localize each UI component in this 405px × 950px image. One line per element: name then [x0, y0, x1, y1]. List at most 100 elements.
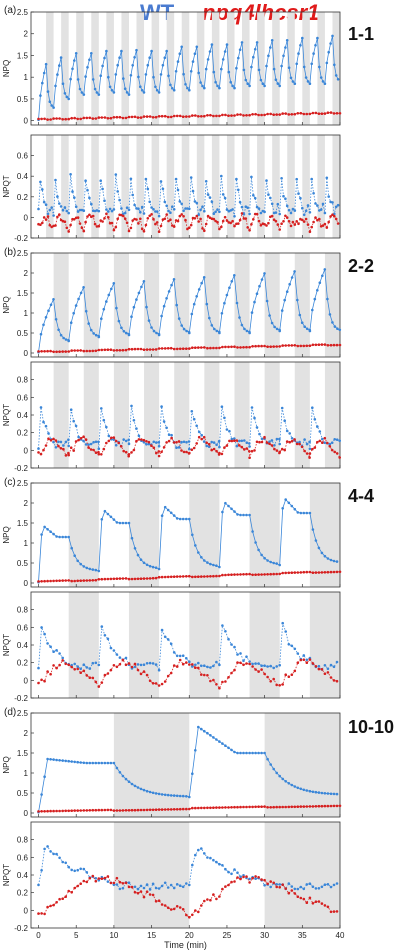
npqt-mutant-point [73, 218, 76, 221]
npq-wt-point [293, 507, 297, 511]
npqt-wt-point [221, 624, 224, 627]
npq-wt-point [130, 782, 134, 786]
npqt-mutant-point [225, 219, 229, 222]
npqt-wt-point [296, 652, 300, 655]
npq-mutant-point [145, 115, 149, 118]
npqt-mutant-point [263, 223, 266, 226]
npq-mutant-point [260, 573, 263, 576]
npqt-mutant-point [155, 451, 158, 455]
npq-wt-point [267, 54, 270, 58]
y-tick-label: 0.6 [17, 152, 29, 161]
npqt-wt-point [282, 194, 285, 198]
npq-wt-point [270, 321, 274, 325]
y-tick-label: 1.5 [17, 51, 29, 60]
y-tick-label: 0.6 [17, 623, 29, 632]
npq-wt-point [205, 302, 209, 306]
npqt-mutant-point [82, 669, 86, 673]
npq-mutant-point [191, 575, 194, 579]
npqt-mutant-point [63, 220, 67, 223]
npq-wt-point [105, 300, 108, 303]
npq-wt-point [243, 327, 246, 331]
dark-period-band [106, 135, 114, 238]
npqt-mutant-point [145, 673, 149, 677]
npq-mutant-point [88, 349, 92, 353]
npqt-mutant-point [115, 876, 119, 880]
npqt-wt-point [181, 885, 185, 889]
npq-mutant-point [76, 117, 79, 121]
npq-wt-point [284, 780, 288, 783]
npq-mutant-point [169, 346, 173, 350]
npqt-wt-point [64, 440, 68, 444]
npq-wt-point [103, 56, 106, 60]
npqt-wt-point [245, 655, 248, 658]
npqt-wt-point [100, 625, 104, 628]
npqt-wt-point [323, 664, 327, 667]
npq-wt-point [278, 774, 282, 778]
npq-wt-point [100, 518, 104, 521]
npq-mutant-point [106, 117, 110, 120]
npq-wt-point [136, 553, 140, 557]
npq-mutant-point [263, 805, 266, 808]
npqt-wt-point [287, 882, 291, 885]
npqt-mutant-point [220, 452, 224, 456]
npqt-mutant-point [318, 217, 321, 221]
y-tick-label: -0.2 [14, 464, 28, 473]
npq-mutant-point [197, 806, 200, 810]
npqt-mutant-point [178, 906, 182, 909]
npqt-mutant-point [284, 214, 287, 218]
y-tick-label: 0.5 [17, 329, 29, 338]
npq-mutant-point [326, 804, 330, 808]
npqt-wt-point [174, 177, 178, 181]
npq-mutant-point [127, 577, 131, 581]
npq-wt-point [142, 561, 146, 565]
npqt-mutant-point [230, 671, 233, 675]
npqt-wt-point [202, 440, 206, 443]
npqt-wt-point [78, 208, 82, 212]
npqt-wt-point [97, 440, 100, 444]
npq-wt-point [194, 749, 197, 752]
npq-wt-point [274, 78, 278, 81]
npqt-wt-point [243, 439, 246, 442]
npq-mutant-point [269, 112, 273, 116]
npq-wt-point [67, 339, 70, 343]
npq-wt-point [210, 43, 214, 46]
npq-mutant-point [130, 347, 134, 351]
npqt-mutant-point [131, 219, 134, 222]
npqt-wt-point [240, 205, 244, 209]
npq-wt-point [108, 85, 112, 89]
npqt-mutant-point [206, 898, 209, 901]
npqt-mutant-point [61, 897, 64, 900]
npqt-wt-point [212, 858, 215, 862]
npq-mutant-point [245, 345, 248, 349]
y-tick-label: 0.4 [17, 172, 29, 181]
npqt-mutant-point [93, 222, 97, 226]
npqt-wt-point [215, 443, 218, 447]
npqt-mutant-point [327, 220, 331, 224]
npqt-mutant-point [140, 227, 144, 231]
npq-wt-point [320, 551, 324, 555]
npq-mutant-point [302, 805, 306, 808]
npqt-mutant-point [296, 661, 300, 664]
y-tick-label: 0 [24, 446, 29, 455]
npqt-wt-point [99, 179, 102, 182]
npq-wt-point [67, 97, 70, 101]
npqt-mutant-point [245, 662, 248, 665]
npqt-wt-point [188, 207, 191, 211]
npq-wt-point [46, 528, 49, 531]
npq-mutant-point [109, 348, 113, 352]
npqt-wt-point [54, 178, 57, 182]
npqt-wt-point [248, 445, 251, 448]
npqt-wt-point [188, 660, 191, 663]
npq-wt-point [102, 307, 106, 311]
npq-mutant-point [305, 112, 309, 116]
npq-mutant-point [290, 805, 294, 809]
npqt-wt-point [37, 447, 40, 450]
npq-mutant-point [293, 344, 297, 347]
npqt-wt-point [267, 193, 270, 196]
npq-wt-point [155, 89, 159, 92]
npq-mutant-point [58, 809, 61, 813]
npq-mutant-point [239, 346, 242, 349]
npqt-wt-point [218, 210, 221, 214]
npq-wt-point [218, 331, 221, 335]
npqt-wt-point [220, 405, 224, 409]
